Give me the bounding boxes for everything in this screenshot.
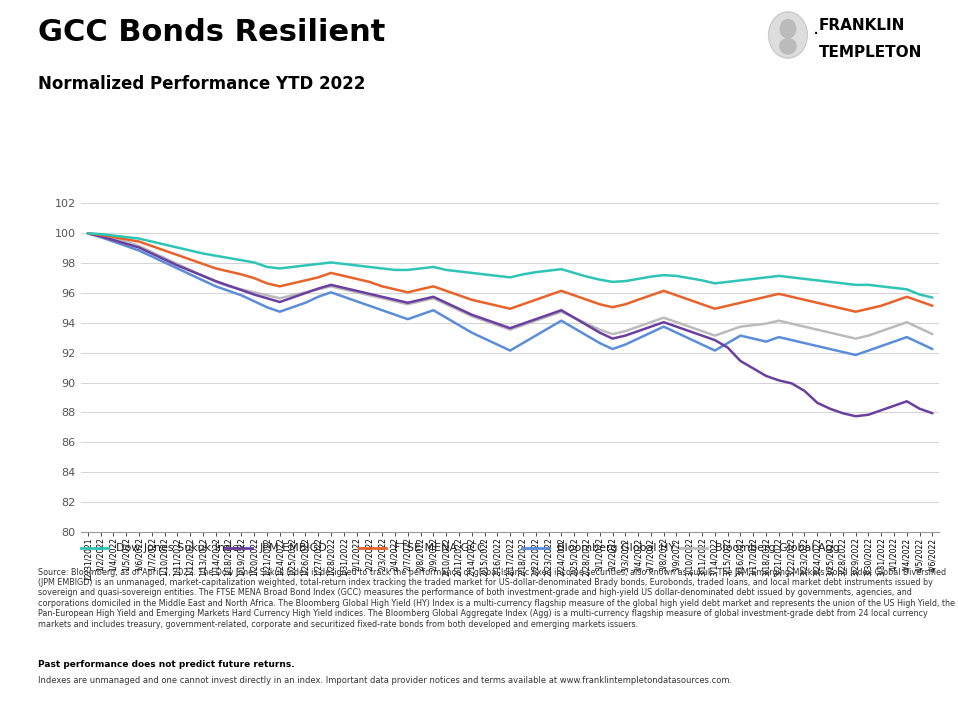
Text: ·: · [812, 25, 819, 44]
Text: FTSE MENA GCC: FTSE MENA GCC [394, 543, 485, 553]
Text: TEMPLETON: TEMPLETON [819, 45, 923, 60]
Text: JPM EMBIGD: JPM EMBIGD [260, 543, 328, 553]
Text: GCC Bonds Resilient: GCC Bonds Resilient [38, 18, 386, 47]
Circle shape [770, 14, 806, 56]
Text: FRANKLIN: FRANKLIN [819, 18, 905, 33]
Circle shape [768, 12, 808, 58]
Text: Dow Jones Sukuk Index: Dow Jones Sukuk Index [116, 543, 245, 553]
Circle shape [780, 19, 796, 38]
Text: Past performance does not predict future returns.: Past performance does not predict future… [38, 660, 295, 670]
Text: Source: Bloomberg, as of April 7, 2022. The Dow Jones Sukuk Index is designed to: Source: Bloomberg, as of April 7, 2022. … [38, 568, 955, 628]
Text: Bloomberg Global Agg: Bloomberg Global Agg [715, 543, 839, 553]
Text: Indexes are unmanaged and one cannot invest directly in an index. Important data: Indexes are unmanaged and one cannot inv… [38, 676, 733, 685]
Text: Normalized Performance YTD 2022: Normalized Performance YTD 2022 [38, 75, 366, 93]
Ellipse shape [780, 39, 796, 54]
Text: Bloomberg Global HY: Bloomberg Global HY [557, 543, 674, 553]
